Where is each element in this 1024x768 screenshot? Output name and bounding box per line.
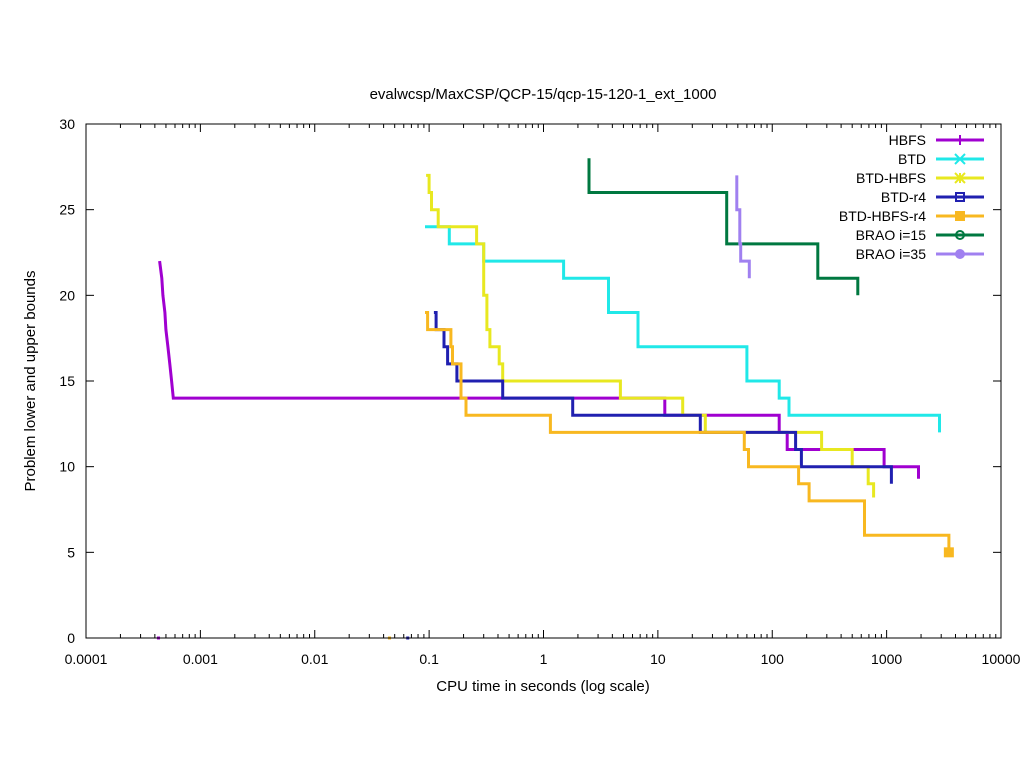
x-tick-label: 10	[650, 651, 666, 667]
legend-marker-hbfs	[955, 135, 965, 145]
x-tick-label: 1000	[871, 651, 902, 667]
legend-item-btd-hbfs: BTD-HBFS	[856, 170, 984, 186]
series-line-hbfs	[160, 261, 919, 479]
legend-label-brao-i-15: BRAO i=15	[856, 227, 927, 243]
legend-item-btd-hbfs-r4: BTD-HBFS-r4	[839, 208, 984, 224]
x-tick-label: 0.0001	[65, 651, 108, 667]
series-btd-r4	[406, 313, 891, 640]
x-tick-label: 0.1	[419, 651, 439, 667]
legend-label-btd-hbfs-r4: BTD-HBFS-r4	[839, 208, 926, 224]
y-tick-label: 5	[67, 544, 75, 560]
x-tick-label: 1	[540, 651, 548, 667]
x-tick-label: 10000	[982, 651, 1021, 667]
legend-marker-btd-hbfs-r4	[955, 211, 965, 221]
series-hbfs	[157, 261, 919, 639]
x-axis-label: CPU time in seconds (log scale)	[436, 678, 649, 695]
series-line-btd-hbfs-r4	[425, 313, 949, 553]
axes: 0.0001 0.001 0.01 0.1 1 10 100 1000 10000 0 5 10 15 2…	[59, 116, 1020, 667]
y-tick-label: 10	[59, 459, 75, 475]
legend-marker-btd-hbfs	[955, 173, 965, 183]
legend-label-hbfs: HBFS	[889, 132, 926, 148]
series-layer	[157, 158, 954, 639]
legend-label-btd-hbfs: BTD-HBFS	[856, 170, 926, 186]
y-axis-label: Problem lower and upper bounds	[22, 271, 39, 492]
y-tick-label: 20	[59, 287, 75, 303]
legend-item-btd: BTD	[898, 151, 984, 167]
y-tick-label: 15	[59, 373, 75, 389]
end-marker-btd-hbfs-r4	[944, 547, 954, 557]
legend-item-brao-i-15: BRAO i=15	[856, 227, 984, 243]
series-brao-i-15	[589, 158, 858, 295]
series-line-brao-i-35	[737, 175, 750, 278]
chart-title: evalwcsp/MaxCSP/QCP-15/qcp-15-120-1_ext_…	[370, 86, 717, 103]
legend-item-btd-r4: BTD-r4	[881, 189, 984, 205]
series-brao-i-35	[737, 175, 750, 278]
bounds-chart: evalwcsp/MaxCSP/QCP-15/qcp-15-120-1_ext_…	[0, 0, 1024, 768]
legend-label-btd-r4: BTD-r4	[881, 189, 926, 205]
y-tick-label: 30	[59, 116, 75, 132]
legend-marker-brao-i-35	[955, 249, 965, 259]
x-tick-label: 0.01	[301, 651, 328, 667]
y-tick-label: 25	[59, 202, 75, 218]
x-tick-label: 0.001	[183, 651, 218, 667]
y-tick-label: 0	[67, 630, 75, 646]
legend-label-btd: BTD	[898, 151, 926, 167]
legend-item-hbfs: HBFS	[889, 132, 984, 148]
legend: HBFS BTD BTD-HBFS BTD-r4 BTD-HBFS-r4 BRAO i=1…	[839, 132, 984, 262]
series-line-brao-i-15	[589, 158, 858, 295]
legend-item-brao-i-35: BRAO i=35	[856, 246, 984, 262]
x-tick-label: 100	[761, 651, 785, 667]
legend-label-brao-i-35: BRAO i=35	[856, 246, 927, 262]
